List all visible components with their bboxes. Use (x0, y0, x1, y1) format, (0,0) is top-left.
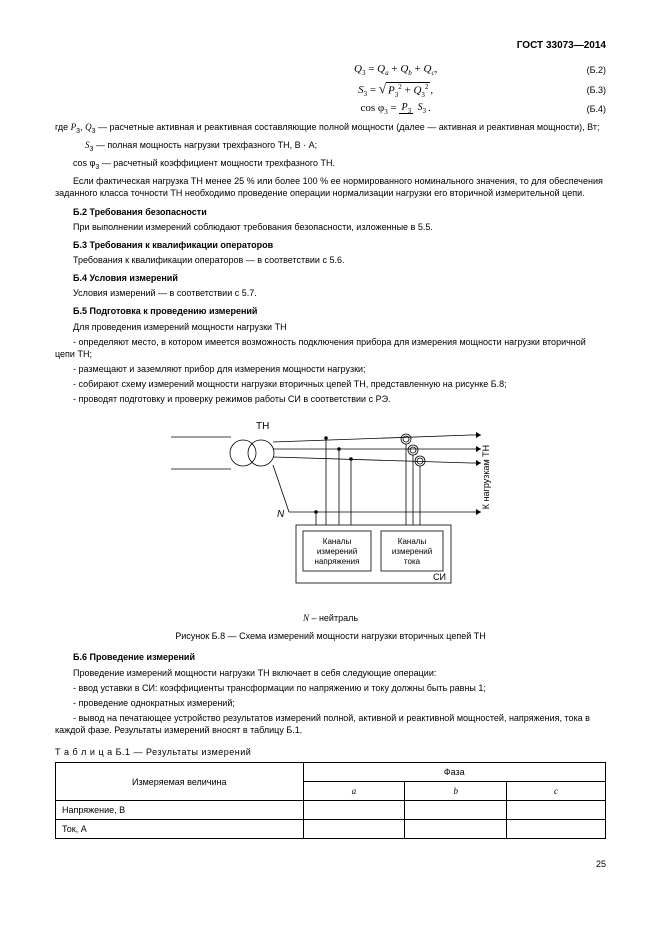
doc-header: ГОСТ 33073—2014 (55, 40, 606, 51)
svg-text:Каналы: Каналы (397, 537, 426, 546)
fig-label-tn: ТН (256, 421, 269, 432)
table-row: Напряжение, В (56, 801, 606, 820)
page-number: 25 (55, 859, 606, 869)
sec-b3-head: Б.3 Требования к квалификации операторов (55, 239, 606, 251)
note-load: Если фактическая нагрузка ТН менее 25 % … (55, 175, 606, 199)
sec-b5-p5: - проводят подготовку и проверку режимов… (55, 393, 606, 405)
figure-title: Рисунок Б.8 — Схема измерений мощности н… (55, 631, 606, 641)
svg-text:тока: тока (403, 557, 420, 566)
th-b: b (405, 782, 507, 801)
sec-b5-p2: - определяют место, в котором имеется во… (55, 336, 606, 360)
th-measured: Измеряемая величина (56, 763, 304, 801)
svg-text:измерений: измерений (316, 547, 356, 556)
sec-b6-head: Б.6 Проведение измерений (55, 651, 606, 663)
svg-text:СИ: СИ (433, 572, 446, 582)
table-title: Т а б л и ц а Б.1 — Результаты измерений (55, 746, 606, 758)
sec-b5-head: Б.5 Подготовка к проведению измерений (55, 305, 606, 317)
results-table: Измеряемая величина Фаза a b c Напряжени… (55, 762, 606, 839)
sec-b5-p1: Для проведения измерений мощности нагруз… (55, 321, 606, 333)
definition-pq: где P3, Q3 — расчетные активная и реакти… (55, 121, 606, 136)
svg-text:измерений: измерений (391, 547, 431, 556)
sec-b5-p4: - собирают схему измерений мощности нагр… (55, 378, 606, 390)
svg-text:К нагрузкам ТН: К нагрузкам ТН (481, 445, 491, 509)
th-phase: Фаза (303, 763, 606, 782)
sec-b6-p1: Проведение измерений мощности нагрузки Т… (55, 667, 606, 679)
table-row: Ток, А (56, 820, 606, 839)
sec-b4-head: Б.4 Условия измерений (55, 272, 606, 284)
figure-b8: ТН N (55, 417, 606, 623)
sec-b2-head: Б.2 Требования безопасности (55, 206, 606, 218)
svg-text:N: N (277, 509, 285, 520)
sec-b6-p4: - вывод на печатающее устройство результ… (55, 712, 606, 736)
definition-cos: cos φ3 — расчетный коэффициент мощности … (55, 157, 606, 172)
equation-b3: S3 = √P32 + Q32, (Б.3) (55, 81, 606, 98)
equation-b2: Q3 = Qa + Qb + Qc, (Б.2) (55, 63, 606, 77)
figure-sub: N – нейтраль (55, 613, 606, 623)
sec-b4-text: Условия измерений — в соответствии с 5.7… (55, 287, 606, 299)
definition-s: S3 — полная мощность нагрузки трехфазног… (55, 139, 606, 154)
th-a: a (303, 782, 405, 801)
sec-b6-p2: - ввод уставки в СИ: коэффициенты трансф… (55, 682, 606, 694)
sec-b3-text: Требования к квалификации операторов — в… (55, 254, 606, 266)
svg-text:напряжения: напряжения (314, 557, 359, 566)
sec-b5-p3: - размещают и заземляют прибор для измер… (55, 363, 606, 375)
equation-b4: cos φ3 = P3 S3 . (Б.4) (55, 102, 606, 116)
svg-text:Каналы: Каналы (322, 537, 351, 546)
sec-b6-p3: - проведение однократных измерений; (55, 697, 606, 709)
sec-b2-text: При выполнении измерений соблюдают требо… (55, 221, 606, 233)
th-c: c (507, 782, 606, 801)
